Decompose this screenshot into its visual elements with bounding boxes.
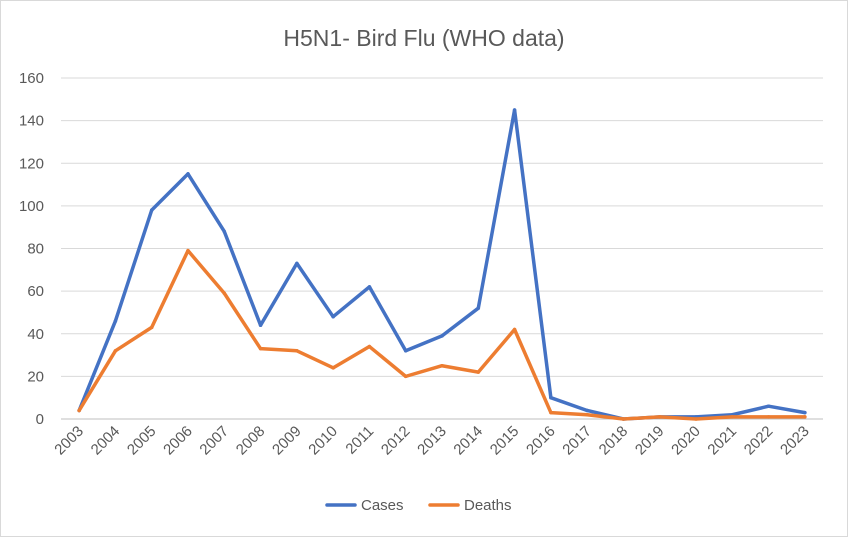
data-point-deaths xyxy=(149,325,154,330)
x-tick-label: 2009 xyxy=(269,423,305,459)
data-point-cases xyxy=(476,306,481,310)
y-tick-label: 40 xyxy=(27,326,44,343)
y-tick-label: 20 xyxy=(27,368,44,385)
data-point-deaths xyxy=(113,349,118,353)
x-tick-label: 2016 xyxy=(523,423,559,459)
legend-label-deaths: Deaths xyxy=(464,497,512,514)
x-tick-label: 2008 xyxy=(233,423,269,459)
x-tick-label: 2015 xyxy=(487,423,523,459)
data-point-cases xyxy=(440,334,444,338)
x-tick-label: 2012 xyxy=(378,423,414,459)
data-point-cases xyxy=(512,108,517,112)
x-tick-label: 2004 xyxy=(88,423,124,459)
data-point-cases xyxy=(403,349,408,353)
data-point-cases xyxy=(186,172,190,176)
x-tick-label: 2011 xyxy=(342,423,377,458)
x-axis-ticks: 2003 2004 2005 2006 2007 2008 2009 2010 2011 2012… xyxy=(51,423,812,459)
data-point-deaths xyxy=(186,248,190,253)
x-tick-label: 2021 xyxy=(704,423,740,459)
data-point-cases xyxy=(149,208,154,212)
x-tick-label: 2007 xyxy=(196,423,232,459)
data-point-cases xyxy=(367,285,372,289)
data-point-deaths xyxy=(549,410,553,415)
y-tick-label: 100 xyxy=(19,198,44,215)
data-point-cases xyxy=(803,410,807,415)
y-tick-label: 60 xyxy=(27,283,44,300)
series-line-cases xyxy=(77,108,807,421)
data-point-deaths xyxy=(766,415,771,419)
series-lines xyxy=(77,108,807,421)
legend-label-cases: Cases xyxy=(361,497,404,514)
y-tick-label: 140 xyxy=(19,113,44,130)
data-point-cases xyxy=(295,261,299,266)
data-point-deaths xyxy=(512,327,517,332)
data-point-cases xyxy=(549,395,553,400)
data-point-deaths xyxy=(440,363,444,368)
x-tick-label: 2006 xyxy=(160,423,196,459)
y-tick-label: 120 xyxy=(19,155,44,172)
chart-title: H5N1- Bird Flu (WHO data) xyxy=(283,25,564,51)
gridlines xyxy=(61,77,823,420)
data-point-deaths xyxy=(295,349,299,353)
legend: Cases Deaths xyxy=(325,497,512,514)
data-point-cases xyxy=(222,229,227,234)
y-axis-ticks: 0 20 40 60 80 100 120 140 160 xyxy=(19,70,44,428)
x-tick-label: 2018 xyxy=(596,423,632,459)
data-point-deaths xyxy=(222,291,227,296)
x-tick-label: 2013 xyxy=(414,423,450,459)
x-tick-label: 2020 xyxy=(668,423,704,459)
x-tick-label: 2022 xyxy=(741,423,777,459)
data-point-deaths xyxy=(730,415,735,419)
data-point-cases xyxy=(113,319,118,323)
data-point-cases xyxy=(258,323,263,327)
data-point-deaths xyxy=(694,417,698,421)
data-point-deaths xyxy=(331,366,335,370)
data-point-deaths xyxy=(367,344,372,349)
data-point-deaths xyxy=(657,415,662,419)
x-tick-label: 2023 xyxy=(777,423,813,459)
x-tick-label: 2003 xyxy=(51,423,87,459)
x-tick-label: 2017 xyxy=(559,423,595,459)
y-tick-label: 160 xyxy=(19,70,44,87)
data-point-cases xyxy=(585,408,589,413)
x-tick-label: 2019 xyxy=(632,423,668,459)
data-point-deaths xyxy=(585,412,589,417)
x-tick-label: 2014 xyxy=(450,423,486,459)
data-point-deaths xyxy=(803,415,807,419)
data-point-deaths xyxy=(621,417,626,421)
data-point-deaths xyxy=(77,408,81,413)
data-point-deaths xyxy=(258,346,263,351)
data-point-deaths xyxy=(476,370,481,374)
data-point-deaths xyxy=(403,374,408,379)
y-tick-label: 0 xyxy=(36,411,44,428)
x-tick-label: 2005 xyxy=(124,423,160,459)
data-point-cases xyxy=(766,404,771,408)
x-tick-label: 2010 xyxy=(305,423,341,459)
y-tick-label: 80 xyxy=(27,241,44,258)
data-point-cases xyxy=(331,314,335,319)
